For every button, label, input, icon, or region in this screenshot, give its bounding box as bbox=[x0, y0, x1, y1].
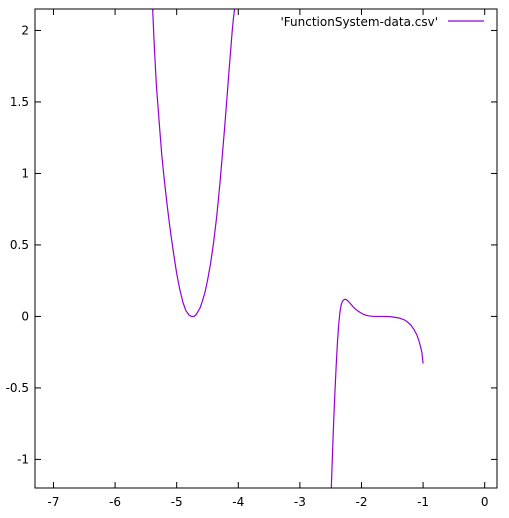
series-line-segment-2 bbox=[330, 298, 424, 488]
x-tick-label: -3 bbox=[294, 495, 306, 509]
x-tick-label: -5 bbox=[171, 495, 183, 509]
x-tick-label: -4 bbox=[232, 495, 244, 509]
x-tick-label: -1 bbox=[417, 495, 429, 509]
y-tick-label: 0 bbox=[21, 309, 29, 323]
ticks-layer: -7 -6 -5 -4 -3 -2 -1 0 -1 -0.5 0 0.5 1 1.5 2 bbox=[6, 9, 497, 509]
y-tick-label: -1 bbox=[17, 452, 29, 466]
legend-label: 'FunctionSystem-data.csv' bbox=[280, 15, 438, 29]
y-tick-label: 1.5 bbox=[10, 95, 29, 109]
x-tick-label: 0 bbox=[481, 495, 489, 509]
x-tick-label: -2 bbox=[355, 495, 367, 509]
x-tick-label: -6 bbox=[109, 495, 121, 509]
series-layer bbox=[152, 9, 424, 488]
series-line-segment-1 bbox=[152, 9, 236, 318]
y-tick-label: 1 bbox=[21, 166, 29, 180]
legend: 'FunctionSystem-data.csv' bbox=[280, 15, 484, 29]
plot-frame bbox=[34, 8, 498, 489]
y-tick-label: 2 bbox=[21, 23, 29, 37]
x-tick-label: -7 bbox=[47, 495, 59, 509]
y-tick-label: -0.5 bbox=[6, 381, 29, 395]
y-tick-label: 0.5 bbox=[10, 238, 29, 252]
